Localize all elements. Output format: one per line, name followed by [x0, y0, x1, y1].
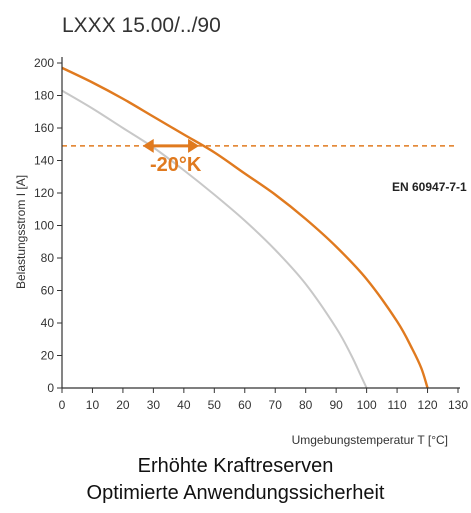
- y-tick-label: 140: [34, 154, 54, 168]
- series-line-orange: [61, 66, 429, 389]
- x-tick-label: 100: [357, 398, 377, 412]
- series-layer: [61, 66, 429, 389]
- y-tick-label: 180: [34, 89, 54, 103]
- y-tick-label: 160: [34, 121, 54, 135]
- x-tick-label: 60: [238, 398, 252, 412]
- series-line-grey: [61, 89, 368, 389]
- axes: [57, 57, 460, 393]
- x-tick-label: 0: [59, 398, 66, 412]
- y-tick-label: 60: [41, 284, 55, 298]
- arrow-head-right: [188, 138, 200, 153]
- x-tick-label: 120: [418, 398, 438, 412]
- temperature-shift-arrow: [142, 138, 200, 153]
- y-tick-label: 80: [41, 251, 55, 265]
- x-tick-label: 80: [299, 398, 313, 412]
- caption-line-1: Erhöhte Kraftreserven: [137, 455, 334, 477]
- annotation-label: -20°K: [150, 154, 202, 176]
- x-tick-label: 110: [388, 398, 407, 412]
- x-tick-label: 70: [269, 398, 283, 412]
- x-tick-label: 40: [177, 398, 191, 412]
- x-tick-label: 20: [116, 398, 130, 412]
- derating-chart: LXXX 15.00/../90 02040608010012014016018…: [14, 14, 468, 447]
- y-tick-label: 20: [41, 349, 55, 363]
- tick-labels: 0 20 40 60 80 100 120 140 160 180 200 0 10 20 30 40 50 60…: [34, 56, 468, 412]
- y-tick-label: 0: [47, 381, 54, 395]
- standard-label: EN 60947-7-1: [392, 180, 467, 194]
- arrow-head-left: [142, 138, 154, 153]
- x-tick-label: 90: [329, 398, 343, 412]
- x-tick-label: 10: [86, 398, 100, 412]
- x-tick-label: 50: [208, 398, 222, 412]
- x-tick-label: 30: [147, 398, 161, 412]
- x-axis-label: Umgebungstemperatur T [°C]: [292, 433, 448, 447]
- y-tick-label: 40: [41, 316, 55, 330]
- chart-title: LXXX 15.00/../90: [62, 14, 221, 37]
- x-tick-label: 130: [448, 398, 468, 412]
- caption-line-2: Optimierte Anwendungssicherheit: [86, 482, 385, 504]
- y-tick-label: 200: [34, 56, 54, 70]
- y-axis-label: Belastungsstrom I [A]: [14, 175, 28, 289]
- y-tick-label: 100: [34, 219, 54, 233]
- y-tick-label: 120: [34, 186, 54, 200]
